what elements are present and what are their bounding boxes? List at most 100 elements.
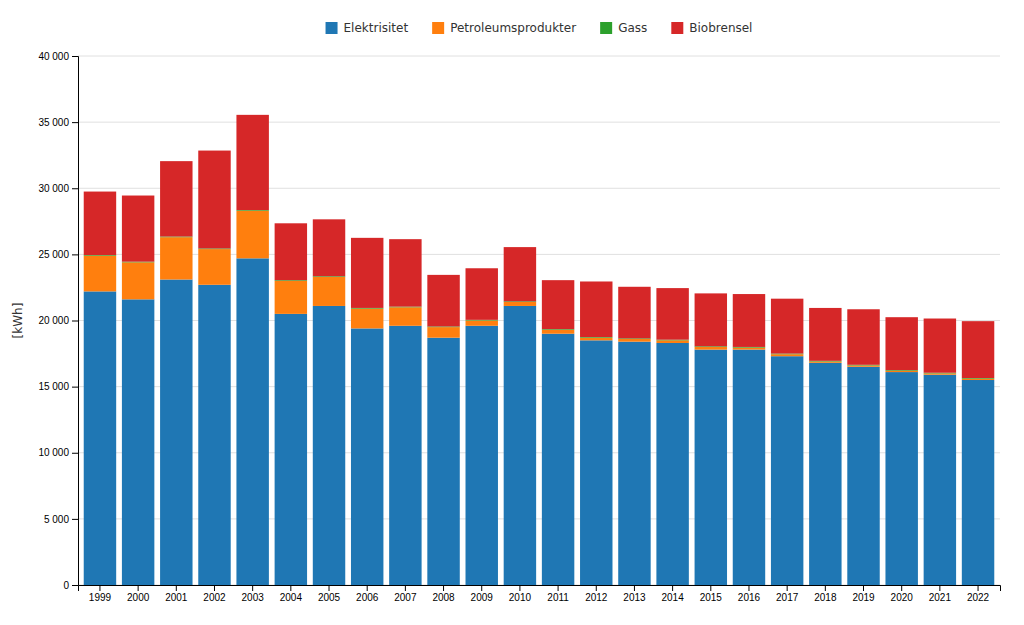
tick-mark bbox=[72, 519, 78, 520]
tick: 40 000 bbox=[38, 51, 78, 62]
tick-mark bbox=[901, 585, 902, 591]
bar bbox=[733, 350, 765, 585]
tick-mark bbox=[939, 585, 940, 591]
tick: 1999 bbox=[89, 585, 112, 603]
tick-mark bbox=[481, 585, 482, 591]
bar bbox=[695, 347, 727, 350]
bar bbox=[504, 302, 536, 306]
bar bbox=[122, 196, 154, 262]
tick-label: 2012 bbox=[585, 592, 608, 603]
bar bbox=[275, 223, 307, 280]
bar bbox=[580, 281, 612, 337]
tick-label: 10 000 bbox=[38, 447, 69, 458]
bar bbox=[504, 247, 536, 301]
bar bbox=[847, 309, 879, 365]
legend-swatch bbox=[432, 22, 444, 34]
tick-label: 2004 bbox=[280, 592, 303, 603]
tick-label: 2003 bbox=[242, 592, 265, 603]
bar bbox=[351, 238, 383, 308]
tick-label: 35 000 bbox=[38, 117, 69, 128]
tick-label: 2001 bbox=[165, 592, 188, 603]
bar bbox=[962, 380, 994, 585]
tick-label: 2016 bbox=[738, 592, 761, 603]
tick-mark bbox=[634, 585, 635, 591]
bar bbox=[313, 306, 345, 585]
bar bbox=[427, 338, 459, 585]
bar bbox=[962, 321, 994, 378]
tick: 20 000 bbox=[38, 315, 78, 326]
tick: 2014 bbox=[661, 585, 684, 603]
bar bbox=[389, 307, 421, 326]
tick: 2000 bbox=[127, 585, 150, 603]
tick: 2021 bbox=[929, 585, 952, 603]
bar bbox=[924, 373, 956, 374]
tick-label: 1999 bbox=[89, 592, 112, 603]
tick-label: 2018 bbox=[814, 592, 837, 603]
bar bbox=[733, 348, 765, 350]
tick-mark bbox=[558, 585, 559, 591]
tick-label: 5 000 bbox=[44, 514, 69, 525]
bar bbox=[809, 308, 841, 361]
bar bbox=[771, 354, 803, 356]
tick-label: 2021 bbox=[929, 592, 952, 603]
bar bbox=[160, 161, 192, 236]
tick-label: 0 bbox=[63, 580, 69, 591]
bar bbox=[389, 239, 421, 306]
legend-label: Biobrensel bbox=[689, 21, 752, 35]
bar bbox=[236, 115, 268, 210]
bar bbox=[542, 334, 574, 585]
tick-label: 2009 bbox=[471, 592, 494, 603]
tick-mark bbox=[787, 585, 788, 591]
bar bbox=[313, 277, 345, 306]
axis-line bbox=[72, 57, 79, 586]
tick: 2018 bbox=[814, 585, 837, 603]
tick: 2022 bbox=[967, 585, 990, 603]
tick: 10 000 bbox=[38, 447, 78, 458]
bar bbox=[466, 268, 498, 320]
tick-label: 2020 bbox=[891, 592, 914, 603]
bar bbox=[198, 249, 230, 285]
legend-swatch bbox=[326, 22, 338, 34]
x-axis: 1999200020012002200320042005200620072008… bbox=[79, 585, 1001, 603]
tick: 2006 bbox=[356, 585, 379, 603]
bar bbox=[351, 328, 383, 585]
series bbox=[84, 115, 995, 378]
legend-swatch bbox=[671, 22, 683, 34]
axis-line bbox=[79, 586, 1001, 592]
grid-line bbox=[78, 56, 1000, 57]
tick-label: 2017 bbox=[776, 592, 799, 603]
bar bbox=[885, 372, 917, 585]
bar bbox=[351, 309, 383, 329]
bars bbox=[84, 115, 995, 585]
legend-item: Elektrisitet bbox=[326, 21, 409, 35]
bar bbox=[313, 219, 345, 276]
tick: 2001 bbox=[165, 585, 188, 603]
legend-item: Gass bbox=[600, 21, 647, 35]
bar bbox=[656, 288, 688, 340]
bar bbox=[809, 361, 841, 362]
tick: 2009 bbox=[471, 585, 494, 603]
grid-line bbox=[78, 122, 1000, 123]
legend-item: Petroleumsprodukter bbox=[432, 21, 576, 35]
bar bbox=[122, 262, 154, 299]
bar bbox=[580, 340, 612, 585]
tick: 0 bbox=[63, 580, 78, 591]
tick-label: 2002 bbox=[203, 592, 226, 603]
tick-mark bbox=[138, 585, 139, 591]
bar bbox=[236, 211, 268, 259]
tick: 35 000 bbox=[38, 117, 78, 128]
tick-label: 2013 bbox=[623, 592, 646, 603]
series bbox=[84, 258, 995, 585]
tick-mark bbox=[748, 585, 749, 591]
bar bbox=[160, 280, 192, 585]
tick: 5 000 bbox=[44, 514, 78, 525]
tick: 2005 bbox=[318, 585, 341, 603]
tick-label: 20 000 bbox=[38, 315, 69, 326]
tick-label: 25 000 bbox=[38, 249, 69, 260]
bar bbox=[885, 317, 917, 370]
grid bbox=[78, 56, 1000, 585]
bar bbox=[695, 293, 727, 346]
bar bbox=[504, 306, 536, 585]
tick: 2016 bbox=[738, 585, 761, 603]
tick-label: 2000 bbox=[127, 592, 150, 603]
